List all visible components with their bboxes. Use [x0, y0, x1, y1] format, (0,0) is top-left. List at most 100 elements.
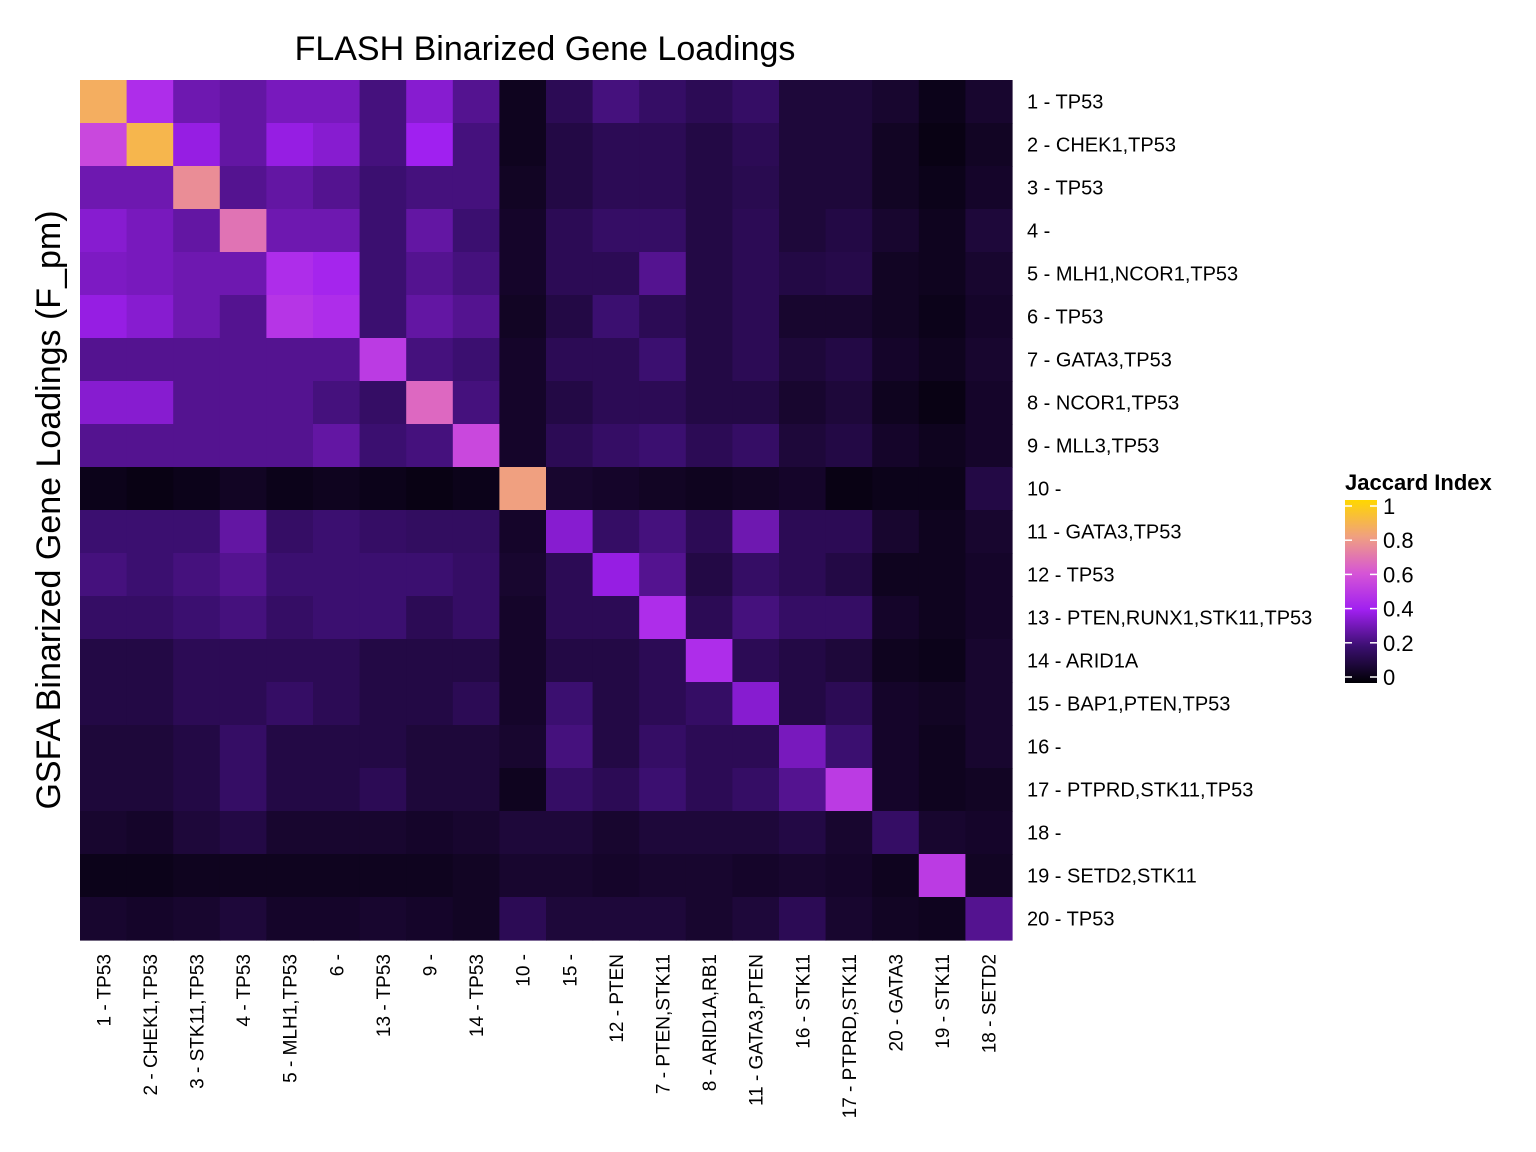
row-label: 15 - BAP1,PTEN,TP53	[1027, 694, 1230, 716]
heatmap-cell	[126, 854, 174, 898]
column-label: 20 - GATA3	[887, 954, 908, 1052]
heatmap-cell	[779, 510, 827, 554]
heatmap-cell	[732, 725, 780, 769]
row-label: 1 - TP53	[1027, 92, 1103, 114]
heatmap-cell	[872, 897, 920, 941]
heatmap-cell	[825, 295, 873, 339]
heatmap-cell	[965, 252, 1013, 296]
heatmap-cell	[779, 682, 827, 726]
heatmap-cell	[639, 166, 687, 210]
heatmap-cell	[965, 467, 1013, 511]
heatmap-cell	[499, 424, 547, 468]
heatmap-cell	[359, 811, 407, 855]
column-label: 2 - CHEK1,TP53	[141, 954, 162, 1096]
heatmap-cell	[918, 725, 966, 769]
heatmap-cell	[173, 209, 221, 253]
heatmap-cell	[219, 381, 267, 425]
heatmap-cell	[918, 295, 966, 339]
heatmap-cell	[732, 596, 780, 640]
heatmap-cell	[965, 166, 1013, 210]
heatmap-cell	[825, 682, 873, 726]
heatmap-cell	[732, 424, 780, 468]
heatmap-cell	[173, 897, 221, 941]
heatmap-cell	[80, 166, 128, 210]
heatmap-cell	[965, 424, 1013, 468]
heatmap-cell	[918, 80, 966, 124]
heatmap-cell	[219, 811, 267, 855]
heatmap-cell	[965, 768, 1013, 812]
heatmap-cell	[918, 252, 966, 296]
heatmap-cell	[126, 166, 174, 210]
heatmap-cell	[592, 553, 640, 597]
heatmap-cell	[313, 596, 361, 640]
heatmap-cell	[126, 209, 174, 253]
heatmap-cell	[872, 854, 920, 898]
heatmap-cell	[452, 854, 500, 898]
heatmap-cell	[639, 854, 687, 898]
heatmap-cell	[219, 467, 267, 511]
row-label: 13 - PTEN,RUNX1,STK11,TP53	[1027, 608, 1312, 630]
heatmap-cell	[313, 768, 361, 812]
heatmap-cell	[546, 338, 594, 382]
heatmap-cell	[452, 424, 500, 468]
heatmap-cell	[80, 639, 128, 683]
heatmap-cell	[779, 338, 827, 382]
heatmap-cell	[825, 123, 873, 167]
heatmap-cell	[732, 252, 780, 296]
heatmap-cell	[872, 768, 920, 812]
heatmap-cell	[639, 725, 687, 769]
y-axis-label: GSFA Binarized Gene Loadings (F_pm)	[30, 210, 68, 809]
heatmap-cell	[406, 80, 454, 124]
heatmap-cell	[313, 897, 361, 941]
heatmap-cell	[546, 897, 594, 941]
heatmap-cell	[452, 381, 500, 425]
heatmap-cell	[80, 897, 128, 941]
heatmap-cell	[499, 639, 547, 683]
heatmap-cell	[732, 209, 780, 253]
heatmap-cell	[918, 510, 966, 554]
heatmap-cell	[685, 295, 733, 339]
heatmap-cell	[592, 209, 640, 253]
heatmap-cell	[965, 123, 1013, 167]
heatmap-cell	[732, 295, 780, 339]
heatmap-cell	[965, 510, 1013, 554]
heatmap-cell	[685, 639, 733, 683]
heatmap-cell	[872, 338, 920, 382]
heatmap-cell	[685, 166, 733, 210]
heatmap-cell	[592, 510, 640, 554]
heatmap-cell	[266, 682, 314, 726]
heatmap-cell	[80, 80, 128, 124]
row-label: 16 -	[1027, 737, 1061, 759]
column-label: 13 - TP53	[374, 954, 395, 1037]
heatmap-cell	[872, 381, 920, 425]
heatmap-cell	[639, 381, 687, 425]
heatmap-cell	[359, 639, 407, 683]
column-label: 17 - PTPRD,STK11	[840, 954, 861, 1118]
heatmap-cell	[173, 467, 221, 511]
heatmap-cell	[313, 295, 361, 339]
column-labels: 1 - TP53 2 - CHEK1,TP53 3 - STK11,TP53 4 - …	[94, 954, 1000, 1118]
heatmap-cell	[452, 166, 500, 210]
heatmap-cell	[546, 725, 594, 769]
heatmap-cell	[80, 252, 128, 296]
column-label: 14 - TP53	[467, 954, 488, 1037]
heatmap-cell	[173, 510, 221, 554]
row-label: 4 -	[1027, 221, 1050, 243]
heatmap-cell	[452, 596, 500, 640]
heatmap-cell	[499, 725, 547, 769]
heatmap-cell	[918, 123, 966, 167]
column-label: 16 - STK11	[793, 954, 814, 1049]
heatmap-cell	[872, 467, 920, 511]
heatmap-cell	[359, 252, 407, 296]
column-label: 10 -	[514, 954, 535, 987]
heatmap-cell	[546, 252, 594, 296]
heatmap-cell	[872, 166, 920, 210]
column-label: 4 - TP53	[234, 954, 255, 1027]
heatmap-cell	[406, 424, 454, 468]
heatmap-cell	[825, 897, 873, 941]
heatmap-cell	[359, 854, 407, 898]
heatmap-cells	[80, 80, 1013, 941]
heatmap-cell	[592, 811, 640, 855]
heatmap-cell	[173, 295, 221, 339]
heatmap-cell	[219, 209, 267, 253]
